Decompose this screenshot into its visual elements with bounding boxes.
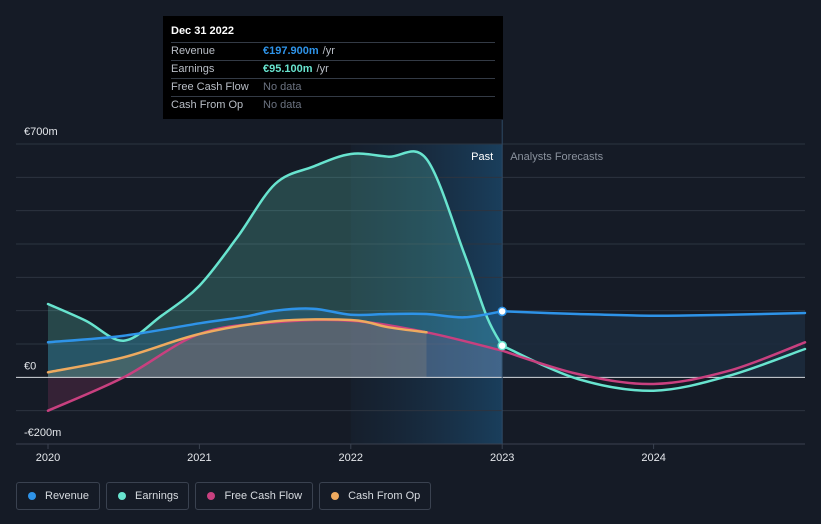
legend-item-revenue[interactable]: Revenue bbox=[16, 482, 101, 510]
area-earnings bbox=[48, 151, 503, 378]
highlight-point-revenue bbox=[497, 306, 507, 317]
series-line-earnings bbox=[46, 150, 504, 347]
highlight-point-earnings bbox=[497, 340, 507, 351]
legend-item-cash-from-op[interactable]: Cash From Op bbox=[319, 482, 432, 510]
tooltip-unit: /yr bbox=[322, 45, 335, 57]
legend-item-free-cash-flow[interactable]: Free Cash Flow bbox=[195, 482, 314, 510]
legend-dot-icon bbox=[207, 492, 216, 500]
tooltip-label: Earnings bbox=[171, 63, 215, 75]
area-revenue-forecast bbox=[502, 311, 805, 378]
chart-legend: Revenue Earnings Free Cash Flow Cash Fro… bbox=[16, 482, 437, 510]
legend-label: Revenue bbox=[45, 490, 90, 502]
tooltip-row-fcf: Free Cash Flow No data bbox=[171, 78, 495, 96]
y-tick-label: -€200m bbox=[24, 427, 61, 439]
legend-label: Cash From Op bbox=[348, 490, 421, 502]
x-tick-label: 2021 bbox=[187, 452, 211, 464]
legend-item-earnings[interactable]: Earnings bbox=[106, 482, 190, 510]
legend-label: Free Cash Flow bbox=[224, 490, 303, 502]
tooltip-row-cfo: Cash From Op No data bbox=[171, 96, 495, 114]
legend-dot-icon bbox=[28, 492, 36, 500]
x-tick-label: 2024 bbox=[641, 452, 665, 464]
y-tick-label: €0 bbox=[24, 360, 36, 372]
chart-tooltip: Dec 31 2022 Revenue €197.900m /yr Earnin… bbox=[163, 16, 503, 119]
past-label: Past bbox=[471, 151, 493, 163]
area-revenue bbox=[48, 308, 503, 378]
tooltip-label: Free Cash Flow bbox=[171, 81, 249, 93]
tooltip-label: Cash From Op bbox=[171, 99, 244, 111]
tooltip-value-earnings: €95.100m bbox=[263, 63, 313, 75]
series-line-revenue-forecast bbox=[500, 310, 807, 317]
series-line-earnings-forecast bbox=[500, 344, 807, 392]
series-line-revenue bbox=[46, 307, 504, 344]
tooltip-value-revenue: €197.900m bbox=[263, 45, 319, 57]
area-free-cash-flow bbox=[48, 319, 503, 411]
legend-dot-icon bbox=[118, 492, 127, 500]
series-line-cash-from-op bbox=[46, 318, 428, 374]
legend-label: Earnings bbox=[135, 490, 179, 502]
x-tick-label: 2020 bbox=[36, 452, 60, 464]
series-line-free-cash-flow-forecast bbox=[500, 341, 807, 386]
past-highlight-region bbox=[350, 144, 503, 444]
tooltip-row-earnings: Earnings €95.100m /yr bbox=[171, 60, 495, 78]
legend-dot-icon bbox=[331, 492, 340, 500]
tooltip-label: Revenue bbox=[171, 45, 216, 57]
x-tick-label: 2022 bbox=[339, 452, 363, 464]
tooltip-unit: /yr bbox=[316, 63, 329, 75]
tooltip-date: Dec 31 2022 bbox=[171, 25, 234, 37]
tooltip-value-cfo: No data bbox=[263, 99, 302, 111]
tooltip-row-revenue: Revenue €197.900m /yr bbox=[171, 42, 495, 60]
y-tick-label: €700m bbox=[24, 126, 58, 138]
tooltip-value-fcf: No data bbox=[263, 81, 302, 93]
area-cash-from-op bbox=[48, 319, 427, 378]
forecast-label: Analysts Forecasts bbox=[510, 151, 603, 163]
financials-chart: €700m €0 -€200m 2020 2021 2022 2023 2024 Past Ana… bbox=[16, 120, 807, 464]
x-tick-label: 2023 bbox=[490, 452, 514, 464]
